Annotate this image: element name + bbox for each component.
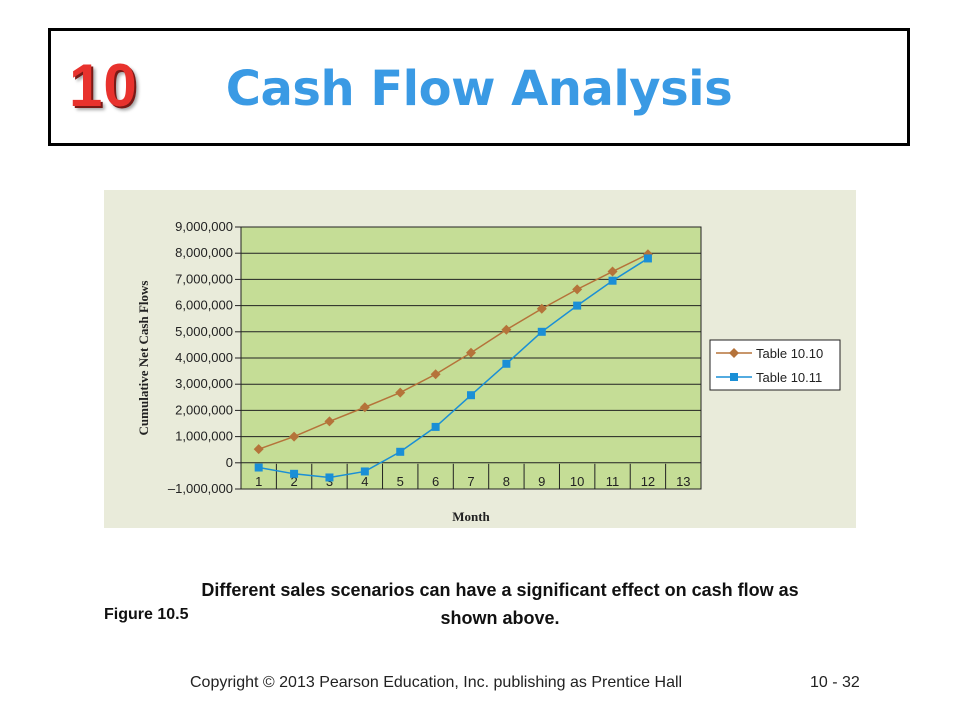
x-tick-label: 13 [676, 474, 690, 489]
data-point-diamond [501, 324, 512, 335]
data-point-diamond [289, 431, 300, 442]
x-tick-label: 8 [503, 474, 510, 489]
series-line [258, 253, 649, 450]
x-tick-label: 5 [397, 474, 404, 489]
cash-flow-chart: 9,000,000 8,000,000 7,000,000 6,000,000 5,00… [136, 219, 841, 524]
data-point-square [360, 467, 369, 476]
y-tick-label: 9,000,000 [175, 219, 233, 234]
y-tick-label: –1,000,000 [168, 481, 233, 496]
data-point-square [290, 469, 299, 478]
data-point-square [730, 373, 738, 381]
data-point-diamond [466, 347, 476, 358]
data-point-square [608, 276, 617, 285]
figure-caption: Different sales scenarios can have a sig… [201, 580, 799, 628]
x-tick-label: 4 [361, 474, 368, 489]
page-title: Cash Flow Analysis [225, 61, 733, 117]
data-point-square [396, 447, 405, 456]
legend-label: Table 10.10 [756, 346, 823, 361]
legend-label: Table 10.11 [756, 370, 822, 385]
x-tick-label: 11 [606, 474, 620, 489]
title-box: 10 Cash Flow Analysis [48, 28, 910, 146]
y-tick-label: 1,000,000 [175, 429, 233, 444]
y-tick-label: 4,000,000 [175, 350, 233, 365]
y-tick-label: 0 [226, 455, 233, 470]
x-tick-label: 7 [467, 474, 474, 489]
data-point-diamond [359, 402, 370, 413]
y-tick-label: 5,000,000 [175, 324, 233, 339]
data-point-square [502, 359, 511, 368]
data-point-diamond [253, 444, 264, 455]
x-tick-label: 6 [432, 474, 439, 489]
x-tick-label: 2 [290, 474, 297, 489]
data-point-square [643, 254, 652, 263]
data-point-diamond [324, 416, 335, 427]
x-tick-label: 9 [538, 474, 545, 489]
x-tick-label: 3 [326, 474, 333, 489]
y-axis-title: Cumulative Net Cash Flows [136, 281, 151, 436]
data-point-diamond [395, 387, 406, 398]
figure-label: Figure 10.5 [104, 606, 189, 623]
x-tick-label: 10 [570, 474, 584, 489]
footer-copyright: Copyright © 2013 Pearson Education, Inc.… [190, 674, 683, 691]
data-point-square [431, 422, 440, 431]
data-point-square [325, 473, 334, 482]
data-point-square [467, 391, 475, 400]
y-tick-label: 2,000,000 [175, 402, 233, 417]
data-point-square [254, 463, 263, 472]
y-tick-label: 7,000,000 [175, 271, 233, 286]
legend-box [709, 339, 841, 391]
data-point-diamond [729, 348, 739, 358]
y-tick-label: 6,000,000 [175, 298, 233, 313]
footer-page-number: 10 - 32 [810, 674, 860, 691]
series-line [258, 257, 649, 479]
x-tick-label: 1 [255, 474, 262, 489]
data-point-square [573, 301, 582, 310]
data-point-diamond [430, 369, 441, 380]
data-point-diamond [572, 284, 583, 295]
y-tick-label: 3,000,000 [175, 376, 233, 391]
data-point-diamond [536, 303, 547, 314]
data-point-square [537, 327, 546, 336]
chart-panel: 9,000,000 8,000,000 7,000,000 6,000,000 5,00… [104, 190, 856, 528]
chapter-number: 10 [69, 52, 138, 119]
y-tick-label: 8,000,000 [175, 245, 233, 260]
x-axis-title: Month [452, 509, 490, 524]
x-tick-label: 12 [641, 474, 655, 489]
data-point-diamond [607, 266, 618, 277]
